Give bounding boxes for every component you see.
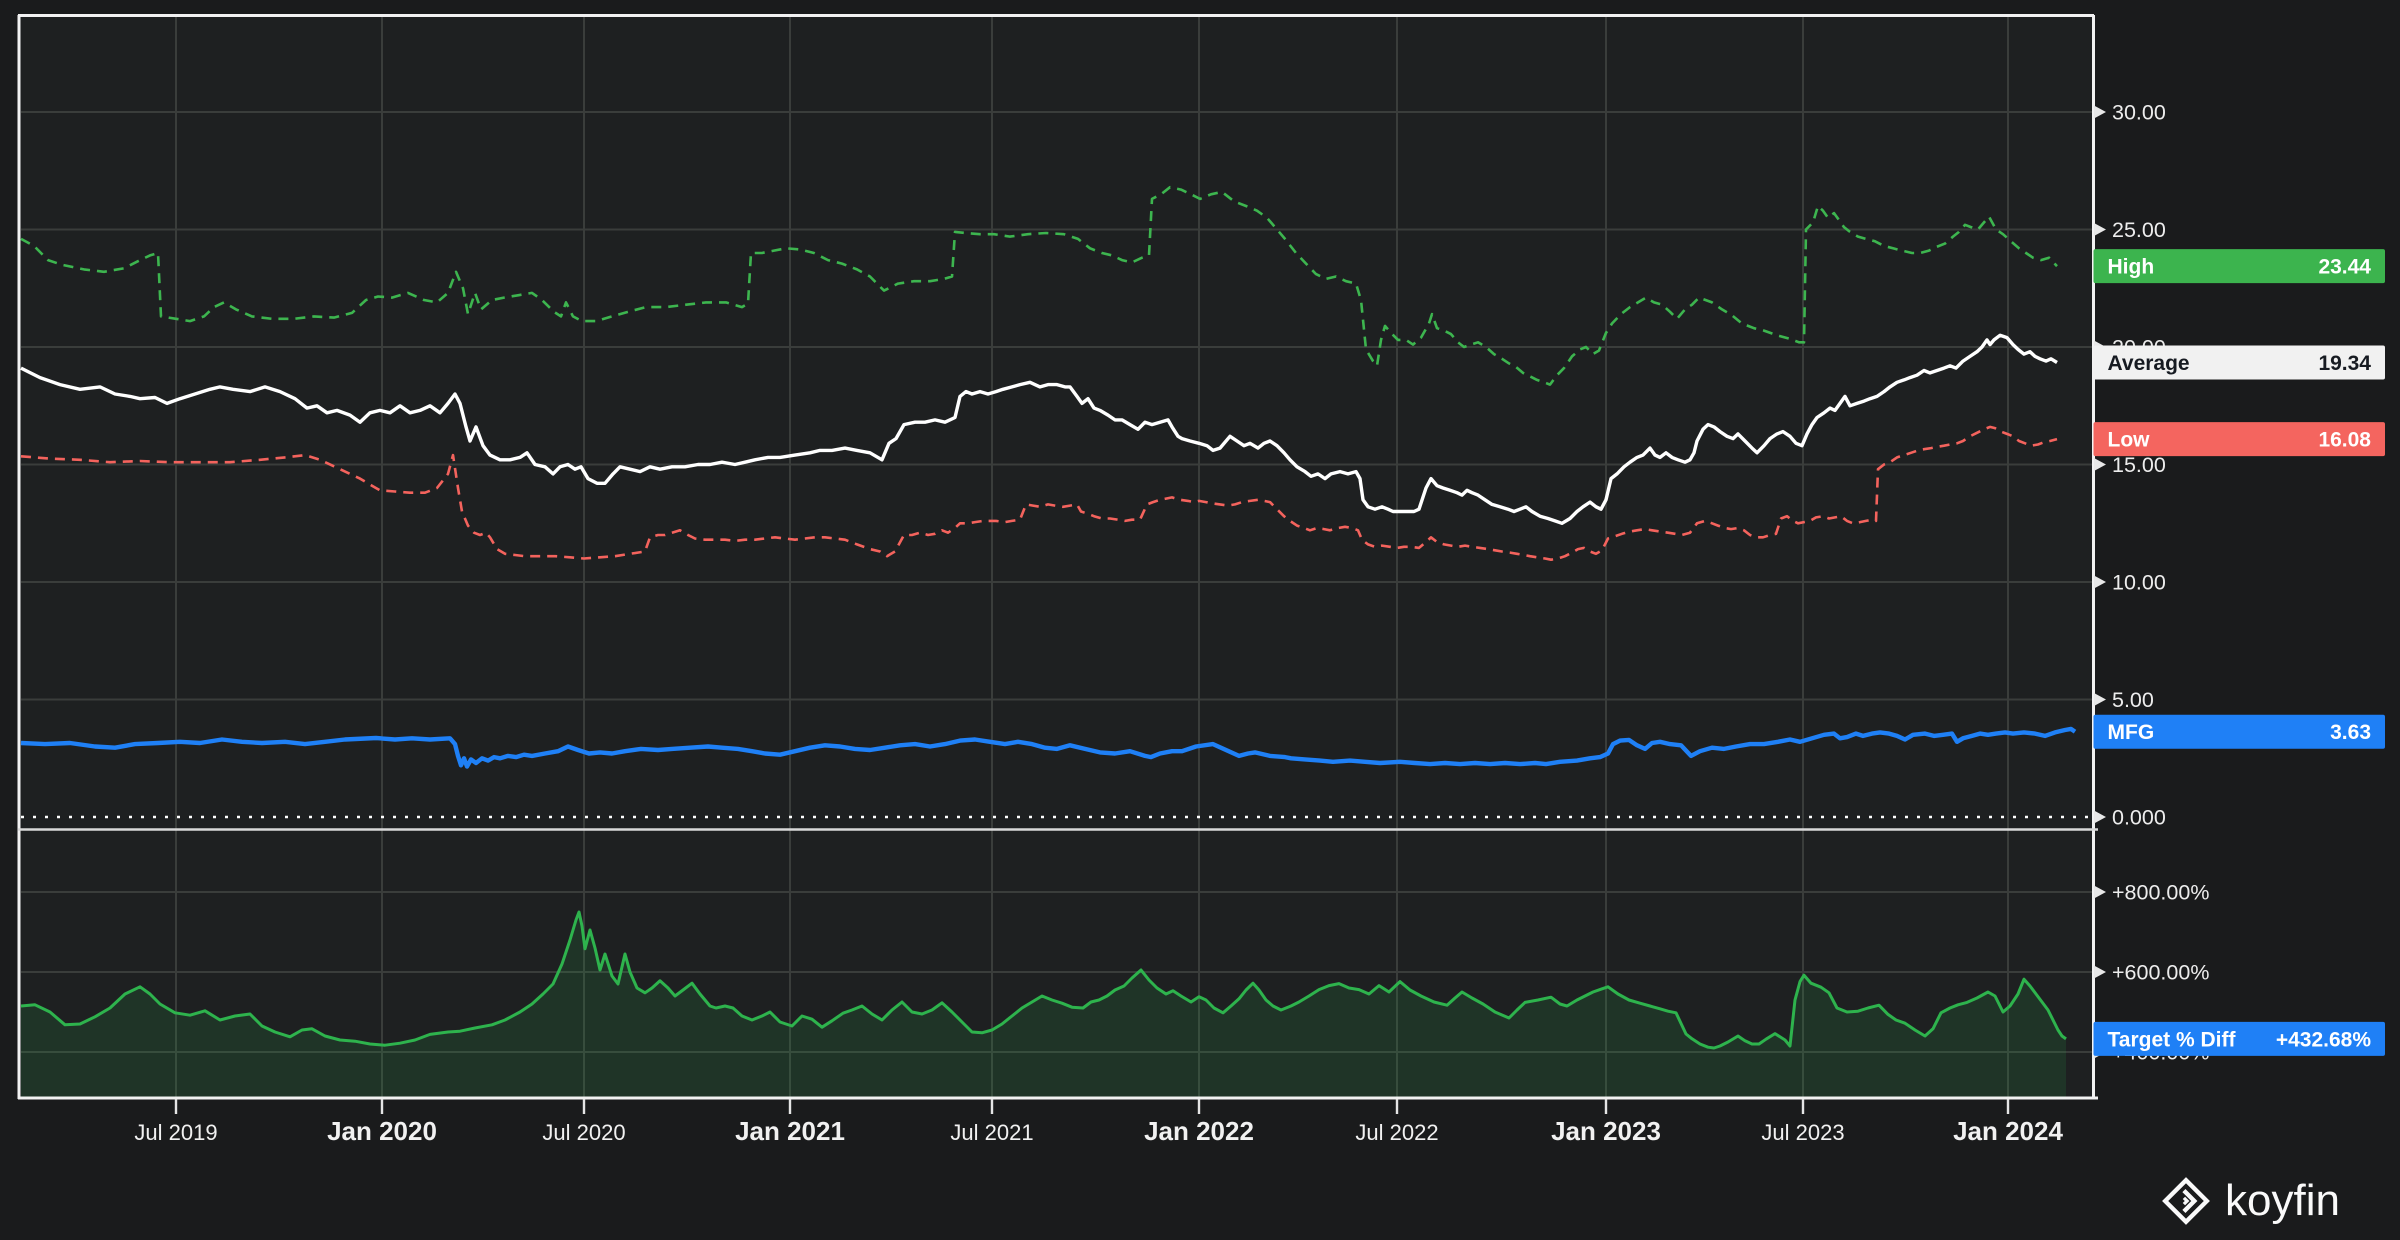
plot-area[interactable] <box>21 15 2092 1099</box>
koyfin-logo-icon <box>2161 1176 2211 1226</box>
x-axis[interactable] <box>21 1099 2092 1179</box>
chart-canvas[interactable]: 30.0025.0020.0015.0010.005.000.000+800.0… <box>0 0 2400 1240</box>
koyfin-logo[interactable]: koyfin <box>2161 1176 2340 1226</box>
koyfin-logo-text: koyfin <box>2225 1179 2340 1223</box>
right-axis[interactable] <box>2094 15 2400 1099</box>
koyfin-chart-widget: 30.0025.0020.0015.0010.005.000.000+800.0… <box>0 0 2400 1240</box>
